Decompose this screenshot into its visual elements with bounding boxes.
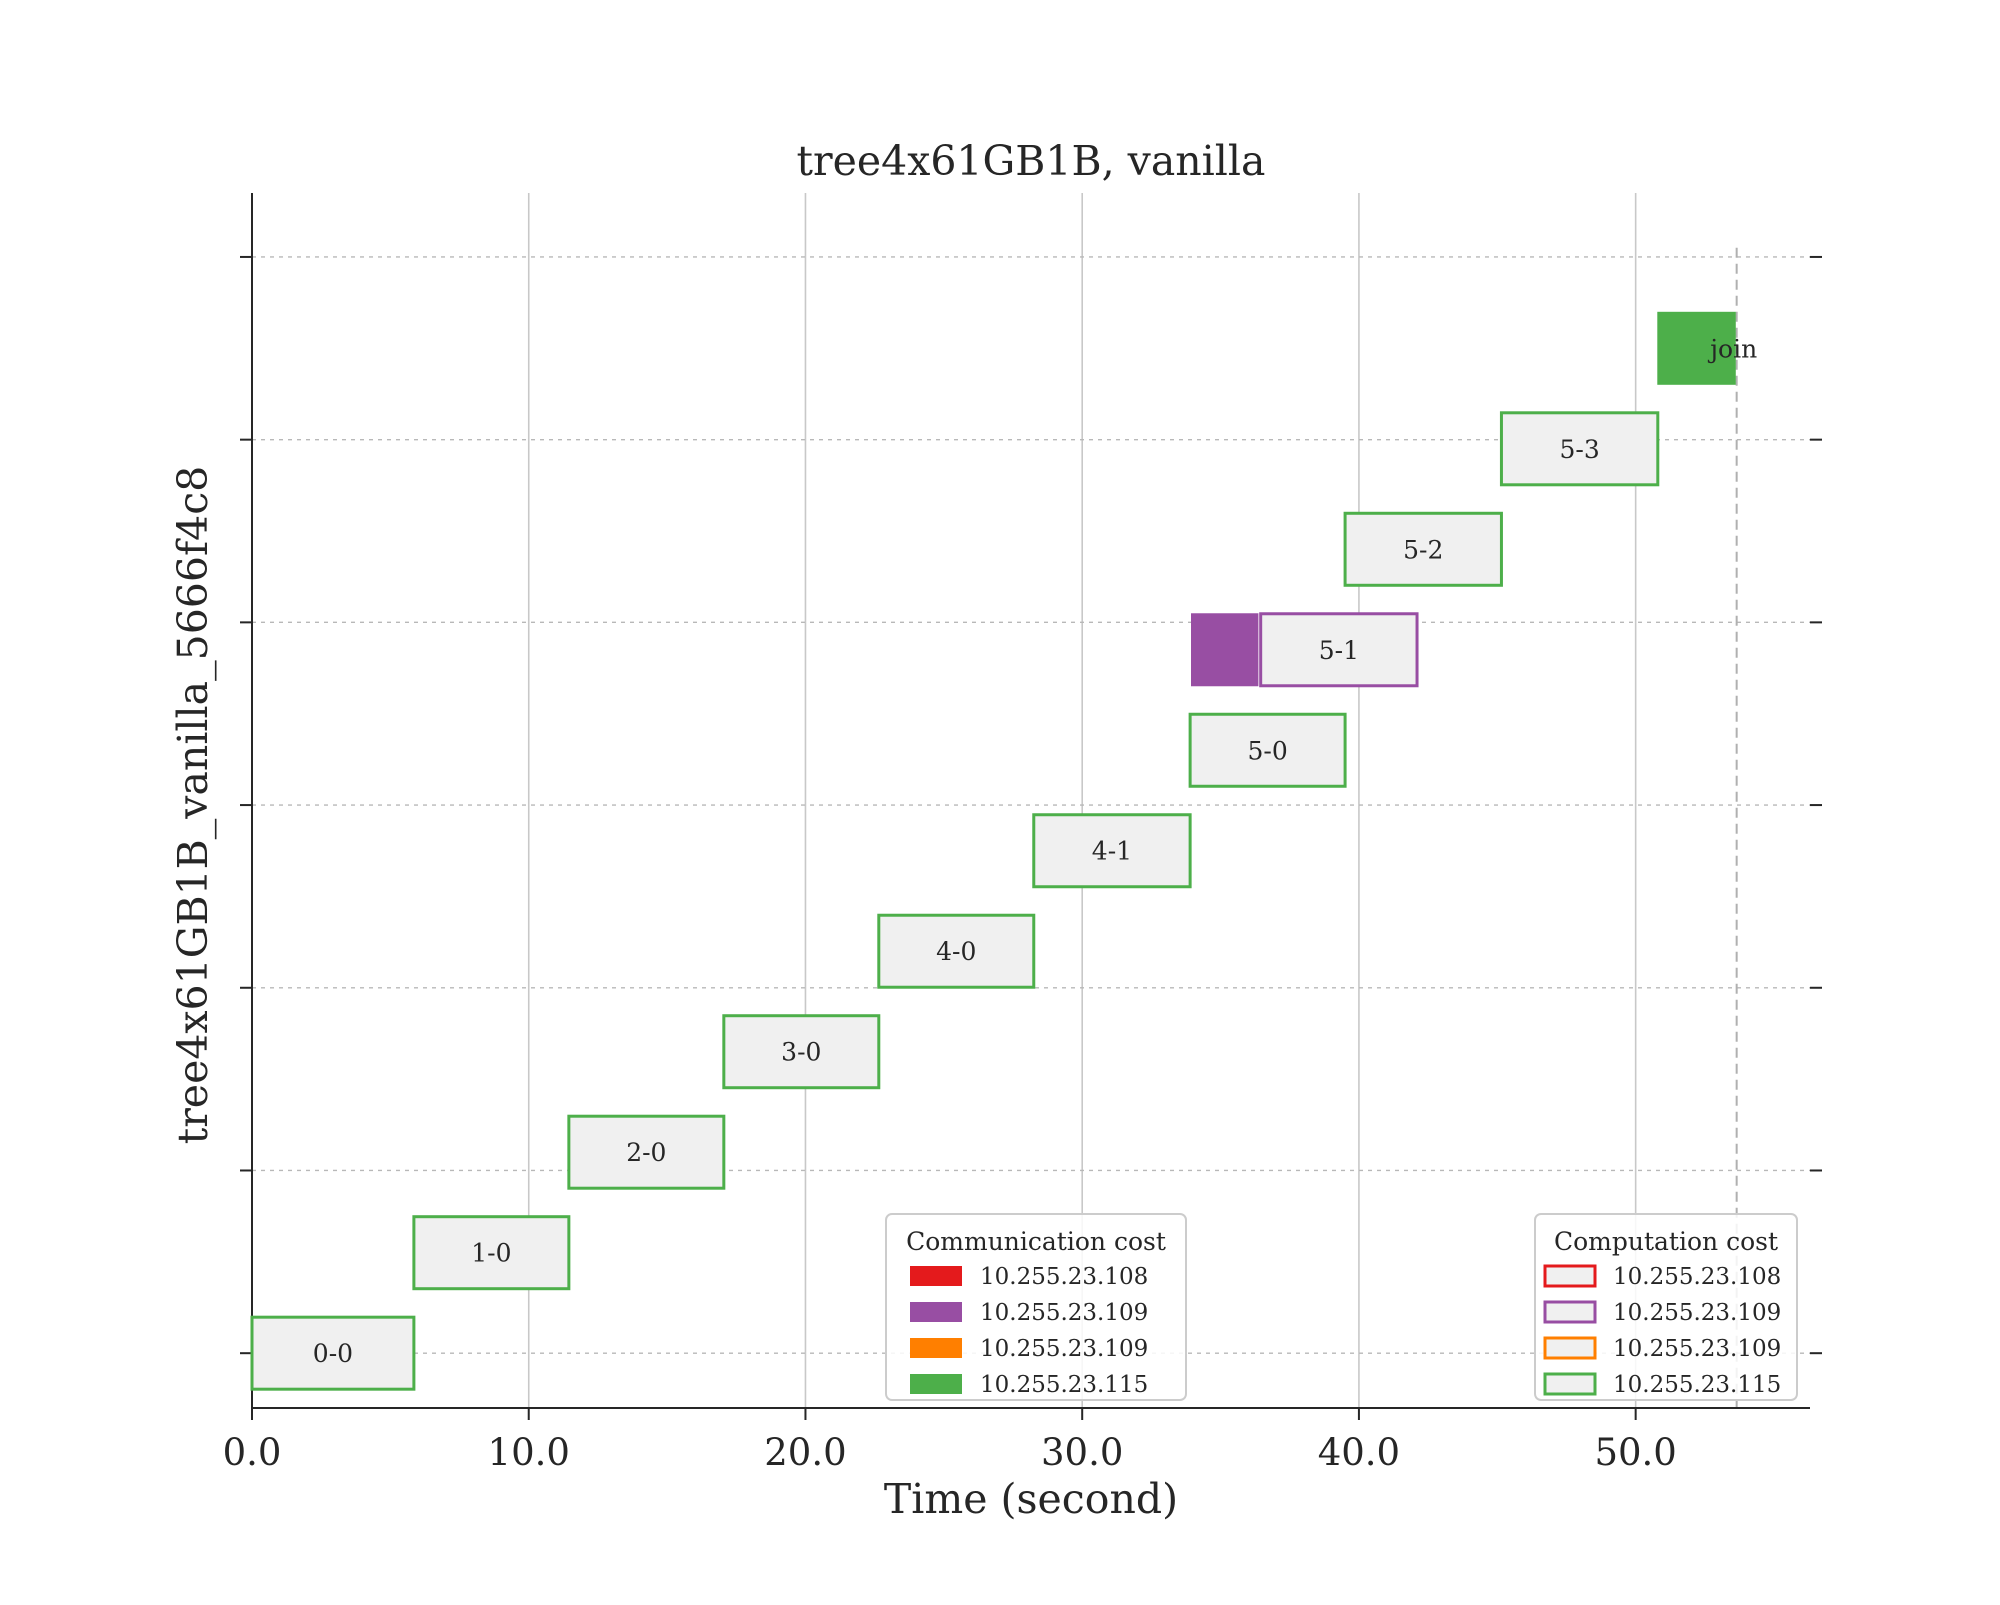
computation-bar-label: 1-0 xyxy=(471,1239,511,1268)
computation-bar xyxy=(877,913,1036,989)
legend-layer: Communication cost 10.255.23.108 10.255.23… xyxy=(885,1213,1798,1401)
computation-bar xyxy=(250,1315,416,1391)
x-tick-label: 20.0 xyxy=(764,1431,846,1474)
legend-entry-label: 10.255.23.109 xyxy=(1613,1336,1781,1362)
x-axis-label: Time (second) xyxy=(884,1475,1178,1523)
legend-swatch-filled xyxy=(910,1338,962,1358)
legend-entry-label: 10.255.23.115 xyxy=(980,1372,1148,1398)
legend-frame xyxy=(1534,1213,1798,1401)
legend-entry-label: 10.255.23.108 xyxy=(980,1264,1148,1290)
legend-swatch-outlined xyxy=(1543,1300,1597,1324)
communication-bar xyxy=(1191,613,1259,687)
legend-swatch-filled xyxy=(910,1266,962,1286)
computation-bar xyxy=(412,1215,571,1291)
legend-entry-label: 10.255.23.109 xyxy=(980,1300,1148,1326)
axes-layer: 0.0 10.0 20.0 30.0 40.0 50.0 xyxy=(223,193,1822,1474)
computation-bar xyxy=(567,1114,726,1190)
legend-swatch-filled xyxy=(910,1302,962,1322)
y-axis-label: tree4x61GB1B_vanilla_5666f4c8 xyxy=(169,466,217,1145)
communication-bar xyxy=(1657,311,1736,385)
computation-bar-label: 2-0 xyxy=(626,1138,666,1167)
computation-bar-label: 3-0 xyxy=(781,1038,821,1067)
x-tick-label: 50.0 xyxy=(1594,1431,1676,1474)
computation-bar-label: 4-1 xyxy=(1092,837,1132,866)
computation-bar-label: 0-0 xyxy=(313,1339,353,1368)
computation-bar-label: 5-2 xyxy=(1403,535,1443,564)
legend-swatch-outlined xyxy=(1543,1264,1597,1288)
computation-bar xyxy=(1032,813,1192,889)
legend-title: Communication cost xyxy=(906,1227,1166,1256)
chart-title: tree4x61GB1B, vanilla xyxy=(797,137,1266,185)
x-tick-label: 40.0 xyxy=(1318,1431,1400,1474)
x-tick-label: 30.0 xyxy=(1041,1431,1123,1474)
bars-layer: join 0-0 1-0 2-0 3-0 4-0 4-1 5-0 5-1 5-2 5-3 xyxy=(250,311,1757,1391)
computation-bar-label: 5-0 xyxy=(1247,736,1287,765)
computation-bar xyxy=(1343,511,1503,587)
legend-swatch-filled xyxy=(910,1374,962,1394)
computation-bar-label: 5-1 xyxy=(1319,636,1359,665)
x-tick-label: 10.0 xyxy=(488,1431,570,1474)
computation-bar xyxy=(1259,612,1419,688)
x-tick-label: 0.0 xyxy=(223,1431,282,1474)
legend-swatch-outlined xyxy=(1543,1372,1597,1396)
legend-entry-label: 10.255.23.109 xyxy=(980,1336,1148,1362)
computation-bar xyxy=(1188,712,1347,788)
legend-swatch-outlined xyxy=(1543,1336,1597,1360)
legend-entry-label: 10.255.23.109 xyxy=(1613,1300,1781,1326)
communication-bar-label: join xyxy=(1707,334,1757,363)
legend-title: Computation cost xyxy=(1554,1227,1778,1256)
computation-bar-label: 4-0 xyxy=(936,937,976,966)
computation-bar-label: 5-3 xyxy=(1559,435,1599,464)
computation-bar xyxy=(1499,411,1660,487)
legend-entry-label: 10.255.23.115 xyxy=(1613,1372,1781,1398)
legend-entry-label: 10.255.23.108 xyxy=(1613,1264,1781,1290)
computation-bar xyxy=(722,1014,881,1090)
